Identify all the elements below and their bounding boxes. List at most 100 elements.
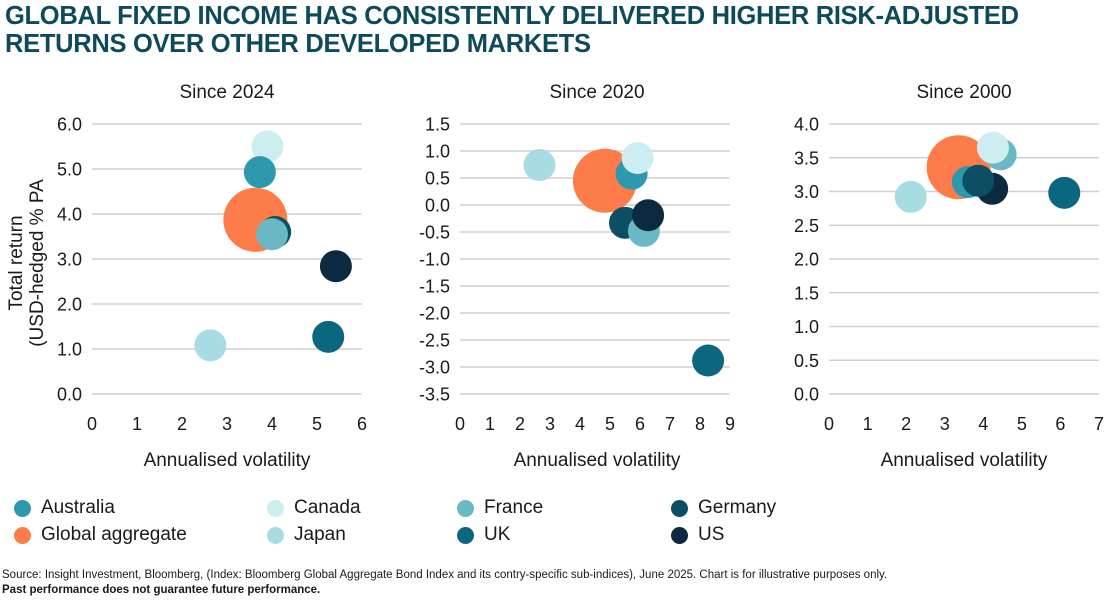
x-tick-label: 5 — [312, 414, 322, 434]
legend-item-canada: Canada — [267, 497, 361, 519]
bubble-uk — [312, 320, 345, 353]
legend-item-germany: Germany — [671, 497, 776, 519]
y-tick-label: 3.5 — [794, 148, 819, 168]
y-tick-label: 0.0 — [57, 385, 82, 405]
bubble-canada — [621, 142, 654, 175]
y-tick-label: 4.0 — [57, 205, 82, 225]
y-tick-label: 1.0 — [425, 142, 450, 162]
y-tick-label: -1.0 — [419, 250, 450, 270]
legend-label: Australia — [41, 497, 115, 518]
y-tick-label: 3.0 — [57, 250, 82, 270]
source-note: Source: Insight Investment, Bloomberg, (… — [2, 569, 888, 581]
x-tick-label: 0 — [455, 414, 465, 434]
x-axis-label: Annualised volatility — [514, 450, 681, 471]
bubble-us — [319, 250, 352, 283]
y-tick-label: -3.0 — [419, 358, 450, 378]
y-tick-label: 4.0 — [794, 115, 819, 135]
bubble-france — [256, 218, 288, 251]
legend-label: US — [698, 524, 725, 545]
x-tick-label: 6 — [357, 414, 367, 434]
y-tick-label: 1.5 — [425, 115, 450, 135]
legend-label: Japan — [294, 524, 346, 545]
x-tick-label: 0 — [87, 414, 97, 434]
panel-title: Since 2000 — [916, 82, 1011, 103]
x-axis-label: Annualised volatility — [144, 450, 311, 471]
legend-swatch-uk — [457, 526, 474, 544]
bubble-canada — [976, 131, 1009, 164]
panel-title: Since 2024 — [179, 82, 275, 103]
chart-title: GLOBAL FIXED INCOME HAS CONSISTENTLY DEL… — [5, 2, 1105, 58]
x-tick-label: 7 — [665, 414, 675, 434]
x-tick-label: 7 — [1094, 414, 1104, 434]
panel-since-2020: Since 2020 -3.5 -3.0 -2.5 -2.0 -1.5 -1.0 -0.5 0.… — [419, 82, 735, 471]
x-tick-label: 1 — [863, 414, 873, 434]
bubble-uk — [692, 344, 725, 377]
x-tick-label: 4 — [978, 414, 988, 434]
y-tick-label: 0.5 — [794, 351, 819, 371]
legend-swatch-canada — [267, 499, 284, 517]
legend-swatch-japan — [267, 526, 284, 544]
legend-label: Canada — [294, 497, 361, 518]
x-tick-label: 2 — [901, 414, 911, 434]
legend-swatch-germany — [671, 499, 688, 517]
y-tick-label: 1.5 — [794, 283, 819, 303]
x-tick-label: 9 — [725, 414, 735, 434]
y-tick-label: 2.0 — [57, 295, 82, 315]
bubble-japan — [894, 180, 927, 213]
x-tick-label: 4 — [267, 414, 277, 434]
panel-since-2024: Since 2024 0.0 1.0 2.0 3.0 4.0 5.0 6.0 0 1 2 3 4 5 6 An… — [57, 82, 367, 471]
legend-label: France — [484, 497, 544, 518]
legend-item-uk: UK — [457, 524, 510, 546]
x-tick-label: 2 — [515, 414, 525, 434]
x-tick-label: 1 — [132, 414, 142, 434]
y-tick-label: 2.5 — [794, 216, 819, 236]
legend-swatch-australia — [14, 499, 31, 517]
x-tick-label: 0 — [824, 414, 834, 434]
bubble-uk — [1048, 176, 1081, 209]
panel-since-2000: Since 2000 0.0 0.5 1.0 1.5 2.0 2.5 3.0 3.5 4.0 0 1 2… — [794, 82, 1104, 471]
y-tick-label: -0.5 — [419, 223, 450, 243]
legend-label: Global aggregate — [41, 524, 187, 545]
y-tick-label: 5.0 — [57, 160, 82, 180]
y-tick-label: -2.0 — [419, 304, 450, 324]
y-axis-label: Total return (USD-hedged % PA — [6, 179, 48, 347]
footer: Source: Insight Investment, Bloomberg, (… — [2, 568, 887, 598]
x-tick-label: 5 — [1017, 414, 1027, 434]
legend-item-japan: Japan — [267, 524, 346, 546]
y-tick-label: 0.0 — [794, 385, 819, 405]
y-tick-label: -3.5 — [419, 385, 450, 405]
bubble-australia — [243, 156, 276, 189]
y-tick-label: 0.5 — [425, 169, 450, 189]
y-tick-label: 2.0 — [794, 250, 819, 270]
y-tick-label: 1.0 — [57, 340, 82, 360]
x-tick-label: 3 — [940, 414, 950, 434]
y-tick-label: 6.0 — [57, 115, 82, 135]
bubble-canada — [251, 130, 284, 163]
legend-swatch-france — [457, 499, 474, 517]
x-tick-label: 5 — [605, 414, 615, 434]
x-tick-label: 6 — [635, 414, 645, 434]
x-tick-label: 2 — [177, 414, 187, 434]
x-axis-label: Annualised volatility — [881, 450, 1048, 471]
x-tick-label: 6 — [1055, 414, 1065, 434]
y-axis-label-line-2: (USD-hedged % PA — [27, 179, 48, 347]
x-tick-label: 1 — [485, 414, 495, 434]
legend-item-global-aggregate: Global aggregate — [14, 524, 187, 546]
chart-title-line-2: RETURNS OVER OTHER DEVELOPED MARKETS — [5, 30, 591, 58]
legend-label: UK — [484, 524, 511, 545]
legend-swatch-us — [671, 526, 688, 544]
bubble-us — [632, 199, 665, 232]
y-tick-label: 3.0 — [794, 182, 819, 202]
legend-item-us: US — [671, 524, 724, 546]
legend: Australia Global aggregate Canada Japan … — [0, 494, 1110, 550]
x-tick-label: 3 — [545, 414, 555, 434]
x-tick-label: 8 — [695, 414, 705, 434]
bubble-japan — [194, 329, 227, 362]
y-axis-label-line-1: Total return — [6, 215, 27, 310]
legend-item-australia: Australia — [14, 497, 115, 519]
chart-title-line-1: GLOBAL FIXED INCOME HAS CONSISTENTLY DEL… — [5, 2, 1019, 30]
y-tick-label: -2.5 — [419, 331, 450, 351]
legend-label: Germany — [698, 497, 777, 518]
legend-swatch-global-aggregate — [14, 526, 31, 544]
